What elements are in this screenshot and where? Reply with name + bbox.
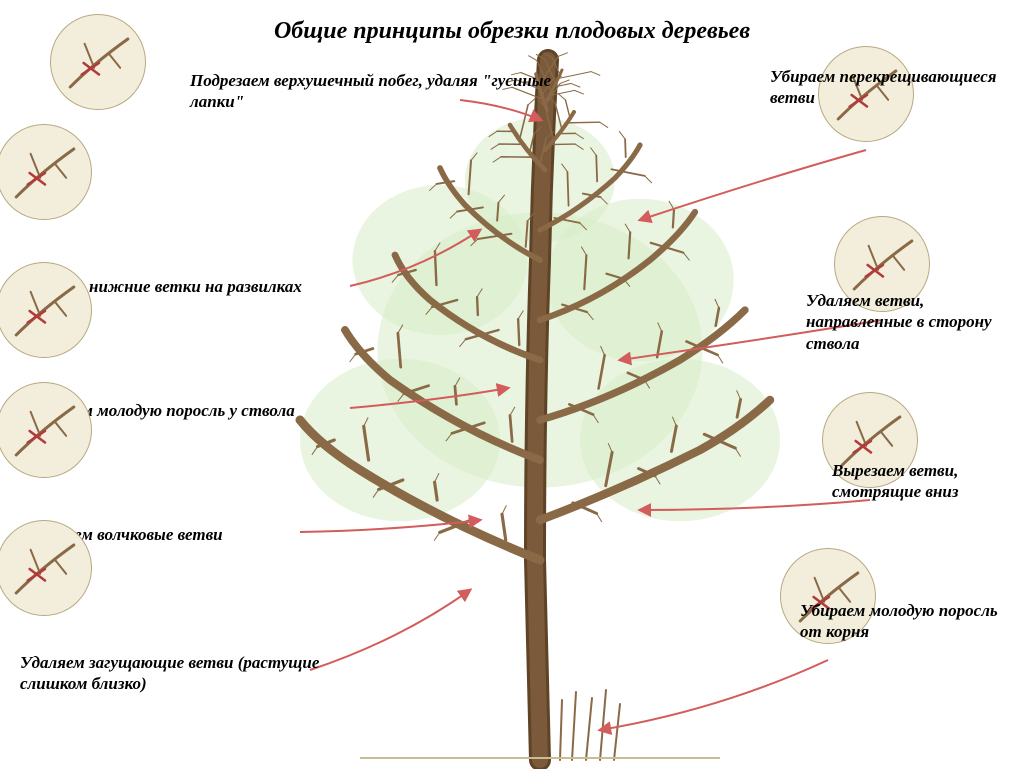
callout-label-7: Вырезаем ветви, смотрящие вниз bbox=[832, 460, 1012, 503]
diagram-root: Общие принципы обрезки плодовых деревьев… bbox=[0, 0, 1024, 769]
detail-circle-4 bbox=[0, 520, 92, 616]
callout-label-5: Убираем перекрещивающиеся ветви bbox=[770, 66, 1000, 109]
detail-sketch-1 bbox=[0, 125, 93, 221]
detail-sketch-0 bbox=[51, 15, 147, 111]
detail-sketch-2 bbox=[0, 263, 93, 359]
callout-label-4: Удаляем загущающие ветви (растущие слишк… bbox=[20, 652, 340, 695]
detail-sketch-3 bbox=[0, 383, 93, 479]
detail-circle-0 bbox=[50, 14, 146, 110]
callout-label-0: Подрезаем верхушечный побег, удаляя "гус… bbox=[190, 70, 590, 113]
detail-circle-3 bbox=[0, 382, 92, 478]
callout-label-6: Удаляем ветви, направленные в сторону ст… bbox=[806, 290, 1016, 354]
detail-circle-1 bbox=[0, 124, 92, 220]
callout-label-8: Убираем молодую поросль от корня bbox=[800, 600, 1020, 643]
detail-sketch-4 bbox=[0, 521, 93, 617]
detail-circle-2 bbox=[0, 262, 92, 358]
page-title: Общие принципы обрезки плодовых деревьев bbox=[0, 18, 1024, 45]
